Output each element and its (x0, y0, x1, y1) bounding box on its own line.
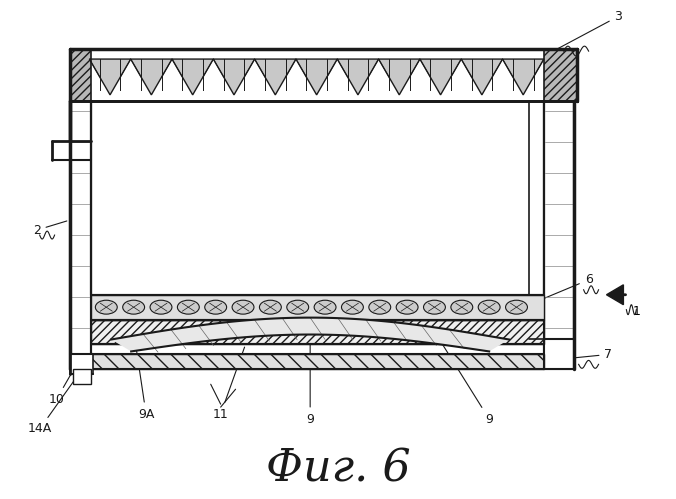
Bar (70, 101, 91, 369)
Text: 6: 6 (531, 273, 593, 303)
Bar (74, 369, 91, 384)
Polygon shape (255, 59, 296, 95)
Ellipse shape (232, 300, 254, 314)
Text: Фиг. 6: Фиг. 6 (266, 447, 410, 491)
Polygon shape (420, 59, 461, 95)
Ellipse shape (177, 300, 199, 314)
Text: 11: 11 (213, 347, 245, 421)
Text: 14A: 14A (28, 380, 75, 436)
Ellipse shape (260, 300, 281, 314)
Polygon shape (172, 59, 214, 95)
Text: 9: 9 (306, 342, 314, 426)
Text: 7: 7 (562, 348, 612, 361)
Bar (70, 354, 93, 374)
Polygon shape (502, 59, 544, 95)
Ellipse shape (123, 300, 145, 314)
Ellipse shape (451, 300, 473, 314)
Ellipse shape (287, 300, 309, 314)
Polygon shape (461, 59, 502, 95)
Bar (91, 101, 544, 295)
Ellipse shape (314, 300, 336, 314)
Polygon shape (214, 59, 255, 95)
Ellipse shape (424, 300, 445, 314)
Text: 9: 9 (441, 342, 493, 426)
Ellipse shape (341, 300, 364, 314)
Polygon shape (296, 59, 337, 95)
Bar (91, 319, 544, 344)
Polygon shape (89, 59, 130, 95)
Polygon shape (606, 285, 623, 305)
Bar (544, 49, 577, 101)
Bar (70, 49, 91, 101)
Text: 3: 3 (546, 10, 623, 55)
Text: 2: 2 (32, 221, 67, 237)
Bar (544, 101, 574, 369)
Text: 9A: 9A (132, 317, 154, 421)
Text: 10: 10 (49, 362, 78, 406)
Ellipse shape (369, 300, 391, 314)
Bar (91, 295, 544, 319)
Polygon shape (379, 59, 420, 95)
Ellipse shape (205, 300, 226, 314)
Bar (70, 49, 577, 101)
Bar (91, 354, 544, 369)
Ellipse shape (478, 300, 500, 314)
Bar (544, 339, 574, 369)
Ellipse shape (150, 300, 172, 314)
Polygon shape (337, 59, 379, 95)
Polygon shape (130, 59, 172, 95)
Ellipse shape (95, 300, 117, 314)
Ellipse shape (396, 300, 418, 314)
Polygon shape (112, 318, 509, 351)
Text: 1: 1 (632, 304, 640, 318)
Ellipse shape (506, 300, 527, 314)
